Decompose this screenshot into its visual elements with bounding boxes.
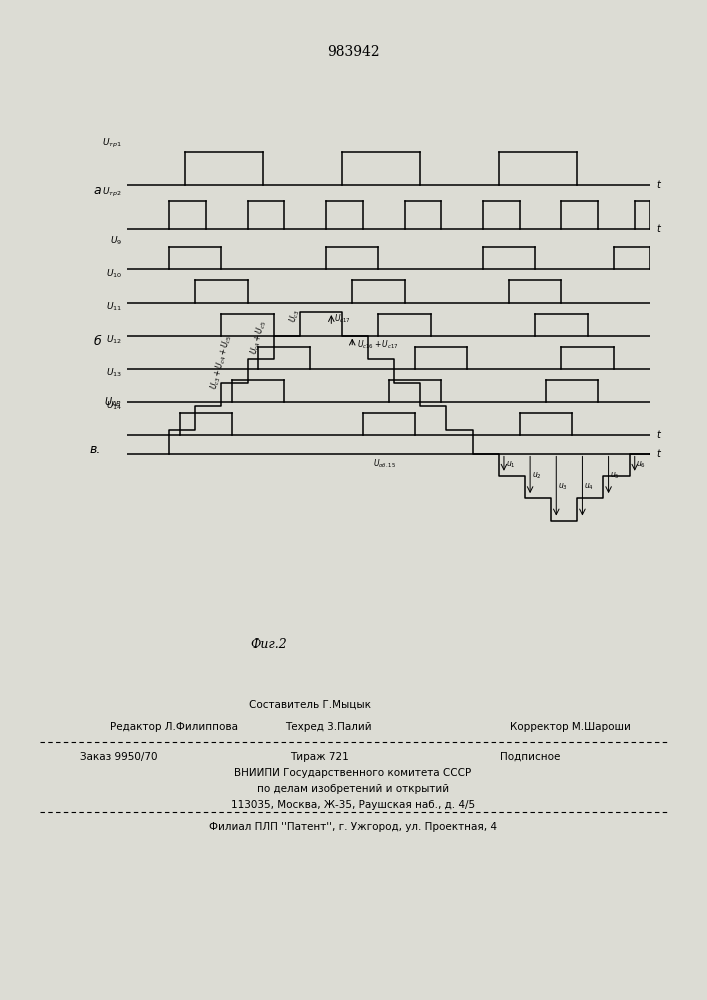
Text: $U_{об.15}$: $U_{об.15}$ (373, 457, 397, 470)
Text: $u_2$: $u_2$ (532, 471, 542, 481)
Text: Техред 3.Палий: Техред 3.Палий (285, 722, 372, 732)
Text: Подписное: Подписное (500, 752, 561, 762)
Text: $u_4$: $u_4$ (584, 482, 594, 492)
Text: $U_{13}$: $U_{13}$ (106, 367, 122, 379)
Text: $u_1$: $u_1$ (506, 459, 515, 470)
Text: по делам изобретений и открытий: по делам изобретений и открытий (257, 784, 449, 794)
Text: Корректор М.Шароши: Корректор М.Шароши (510, 722, 631, 732)
Text: $U_{10}$: $U_{10}$ (106, 267, 122, 280)
Text: $t$: $t$ (655, 447, 662, 459)
Text: 983942: 983942 (327, 45, 380, 59)
Text: в.: в. (90, 443, 101, 456)
Text: $u_3$: $u_3$ (558, 482, 568, 492)
Text: $U_{с17}$: $U_{с17}$ (334, 313, 351, 325)
Text: Составитель Г.Мыцык: Составитель Г.Мыцык (249, 700, 371, 710)
Text: Тираж 721: Тираж 721 (290, 752, 349, 762)
Text: $u_6$: $u_6$ (636, 459, 646, 470)
Text: $t$: $t$ (655, 222, 662, 234)
Text: $U_{14}$: $U_{14}$ (106, 400, 122, 412)
Text: а: а (93, 184, 101, 197)
Text: $U_{12}$: $U_{12}$ (106, 333, 122, 346)
Text: $t$: $t$ (655, 428, 662, 440)
Text: $U_{тр2}$: $U_{тр2}$ (103, 186, 122, 199)
Text: $U_9$: $U_9$ (110, 234, 122, 247)
Text: $U_{с3}+U_{с4}+U_{с5}$: $U_{с3}+U_{с4}+U_{с5}$ (208, 333, 235, 391)
Text: $u_5$: $u_5$ (610, 471, 620, 481)
Text: Филиал ПЛП ''Патент'', г. Ужгород, ул. Проектная, 4: Филиал ПЛП ''Патент'', г. Ужгород, ул. П… (209, 822, 497, 832)
Text: Фиг.2: Фиг.2 (250, 638, 287, 651)
Text: $U_{11}$: $U_{11}$ (106, 300, 122, 313)
Text: б: б (93, 335, 101, 348)
Text: $U_{с4}+U_{с5}$: $U_{с4}+U_{с5}$ (247, 319, 269, 356)
Text: $U_{с16}+U_{с17}$: $U_{с16}+U_{с17}$ (358, 338, 399, 351)
Text: ВНИИПИ Государственного комитета СССР: ВНИИПИ Государственного комитета СССР (235, 768, 472, 778)
Text: $U_{АВ}$: $U_{АВ}$ (104, 395, 122, 409)
Text: $U_{тр1}$: $U_{тр1}$ (103, 137, 122, 150)
Text: $t$: $t$ (655, 178, 662, 190)
Text: Редактор Л.Филиппова: Редактор Л.Филиппова (110, 722, 238, 732)
Text: 113035, Москва, Ж-35, Раушская наб., д. 4/5: 113035, Москва, Ж-35, Раушская наб., д. … (231, 800, 475, 810)
Text: $U_{с3}$: $U_{с3}$ (287, 308, 303, 324)
Text: Заказ 9950/70: Заказ 9950/70 (80, 752, 158, 762)
